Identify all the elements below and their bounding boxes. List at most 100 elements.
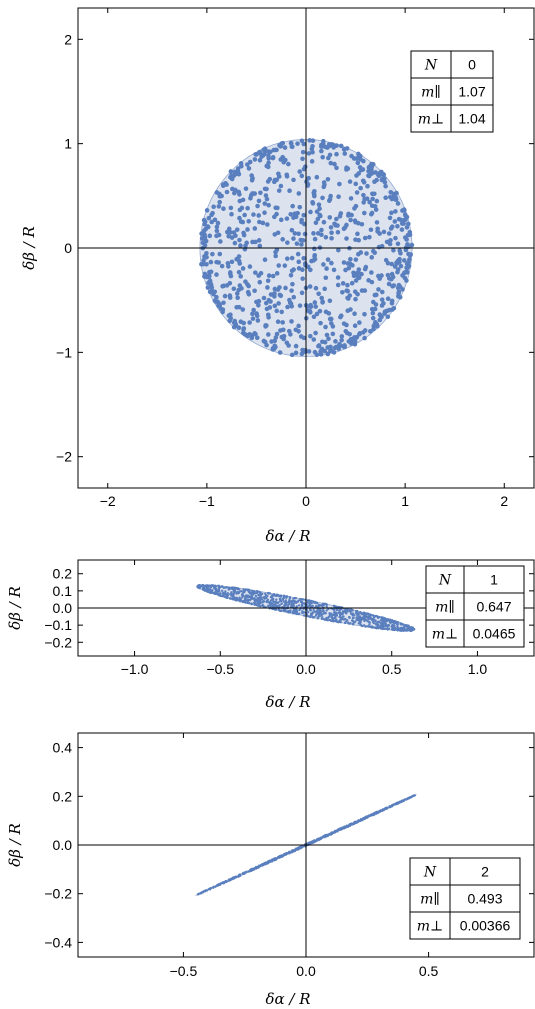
data-point — [258, 190, 263, 196]
data-point — [226, 594, 230, 597]
data-point — [320, 617, 324, 621]
data-point — [409, 628, 412, 632]
data-point — [355, 155, 361, 161]
data-point — [253, 270, 258, 275]
x-tick-label: −1 — [199, 493, 215, 509]
data-point — [221, 206, 226, 212]
data-point — [312, 236, 318, 242]
data-point — [401, 258, 407, 263]
data-point — [381, 301, 386, 306]
data-point — [316, 839, 319, 842]
data-point — [374, 220, 380, 225]
table-row-value: 0.493 — [467, 891, 502, 907]
data-point — [209, 589, 213, 593]
data-point — [219, 592, 222, 595]
data-point — [308, 615, 312, 619]
data-points — [196, 794, 416, 896]
data-point — [369, 203, 375, 209]
data-point — [275, 319, 281, 325]
data-point — [384, 622, 387, 625]
data-point — [311, 337, 317, 342]
data-point — [362, 311, 367, 317]
data-point — [383, 195, 388, 200]
data-point — [255, 590, 259, 593]
data-point — [412, 628, 415, 631]
data-point — [267, 305, 273, 310]
data-point — [404, 278, 409, 283]
table-frame — [409, 857, 521, 940]
data-point — [344, 165, 349, 171]
data-point — [364, 625, 367, 628]
data-point — [262, 600, 266, 603]
data-point — [265, 164, 271, 170]
data-point — [257, 279, 263, 285]
data-point — [246, 218, 252, 224]
data-point — [396, 629, 399, 632]
data-point — [225, 586, 228, 589]
data-point — [216, 204, 222, 209]
data-point — [406, 797, 409, 801]
data-point — [323, 234, 329, 240]
data-point — [286, 328, 292, 334]
data-point — [375, 226, 380, 232]
data-point — [252, 226, 258, 231]
data-point — [273, 249, 278, 255]
data-point — [297, 169, 303, 174]
data-point — [300, 156, 305, 162]
data-point — [328, 612, 331, 615]
data-point — [358, 185, 363, 191]
data-point — [394, 261, 400, 266]
data-point — [202, 219, 208, 224]
data-point — [405, 232, 411, 238]
data-point — [387, 619, 390, 622]
data-point — [337, 828, 341, 831]
data-point — [285, 852, 288, 856]
data-point — [402, 629, 406, 632]
data-point — [306, 599, 310, 602]
data-point — [299, 290, 305, 296]
data-point — [247, 598, 251, 602]
data-point — [248, 592, 252, 595]
data-point — [362, 335, 367, 341]
data-point — [325, 609, 328, 612]
data-point — [380, 809, 384, 812]
data-point — [243, 600, 247, 604]
data-point — [227, 588, 231, 591]
data-point — [323, 835, 326, 838]
data-point — [309, 609, 313, 612]
y-tick-label: −0.2 — [44, 886, 72, 902]
data-point — [247, 159, 253, 165]
data-point — [263, 300, 269, 306]
data-point — [248, 602, 251, 605]
data-point — [349, 280, 355, 286]
data-point — [325, 176, 331, 182]
data-point — [379, 297, 385, 302]
data-point — [404, 265, 409, 271]
table-row-label: m∥ — [435, 600, 455, 616]
data-point — [366, 173, 371, 178]
data-point — [246, 595, 249, 598]
data-point — [362, 235, 368, 241]
data-point — [348, 261, 353, 267]
y-tick-label: 0.0 — [53, 837, 73, 853]
data-point — [238, 243, 243, 248]
data-point — [235, 875, 238, 879]
data-point — [398, 263, 404, 269]
data-point — [322, 144, 328, 150]
data-point — [334, 151, 339, 157]
data-point — [253, 597, 256, 601]
data-point — [386, 281, 392, 287]
data-point — [266, 156, 271, 161]
data-point — [269, 599, 273, 602]
data-point — [225, 880, 228, 883]
data-point — [359, 221, 365, 227]
data-point — [201, 258, 206, 263]
data-point — [318, 610, 321, 613]
data-point — [329, 260, 334, 266]
data-point — [391, 305, 397, 311]
data-point — [203, 585, 206, 589]
data-point — [323, 324, 328, 330]
data-point — [257, 865, 260, 869]
data-point — [370, 315, 376, 321]
data-point — [314, 311, 320, 317]
